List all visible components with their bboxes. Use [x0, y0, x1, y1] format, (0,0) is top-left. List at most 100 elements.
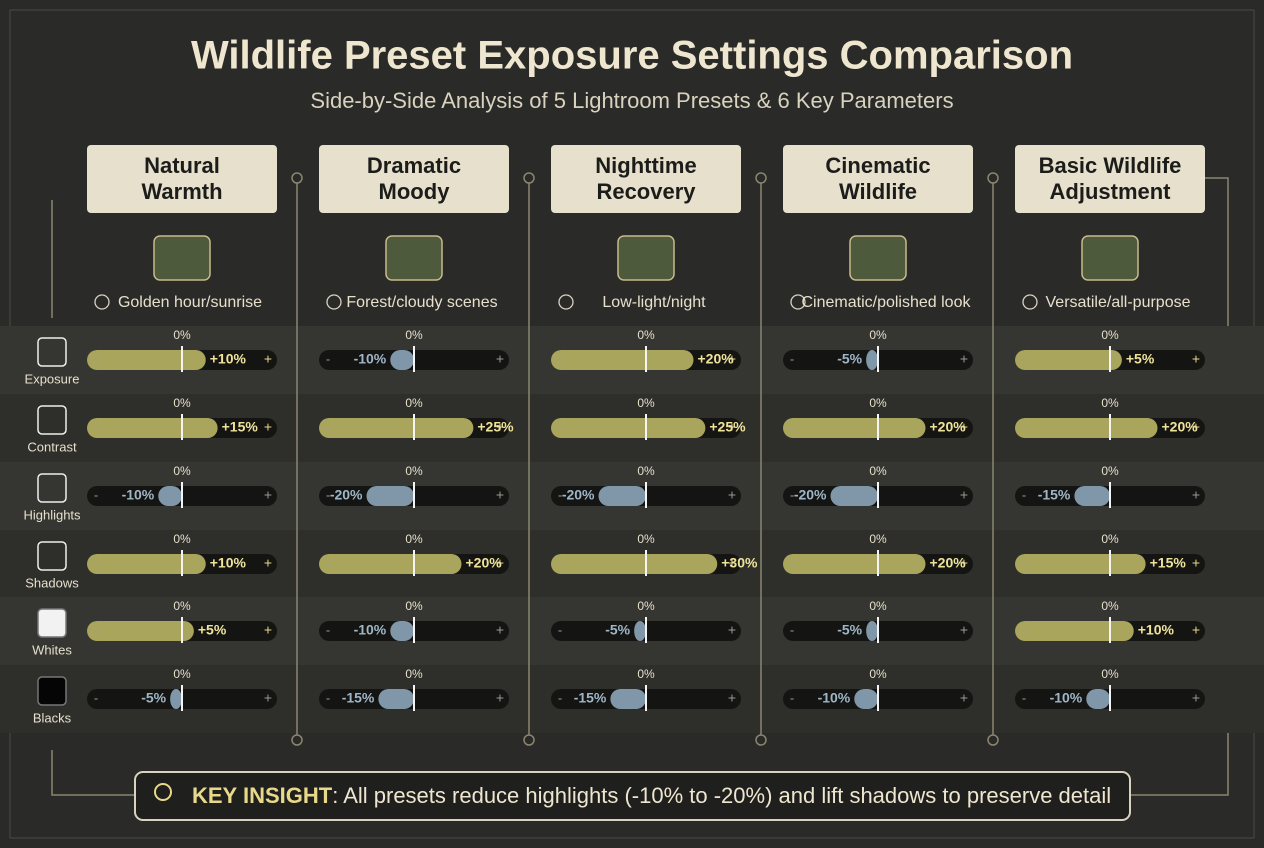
center-label: 0% — [1101, 599, 1119, 613]
title: Wildlife Preset Exposure Settings Compar… — [191, 34, 1073, 78]
divider-node — [987, 172, 999, 184]
scene-icon — [558, 294, 574, 310]
plus-sign: + — [264, 419, 272, 435]
value-label: +20% — [466, 555, 503, 571]
preset-icon — [1081, 235, 1139, 281]
value-label: -10% — [354, 622, 387, 638]
slider-fill — [1015, 350, 1122, 370]
plus-sign: + — [496, 555, 504, 571]
slider-fill — [598, 486, 646, 506]
param-icon — [37, 608, 67, 638]
minus-sign: - — [326, 487, 330, 502]
param-icon — [37, 473, 67, 503]
plus-sign: + — [728, 690, 736, 706]
slider-fill — [1086, 689, 1110, 709]
scene-label: Forest/cloudy scenes — [346, 294, 497, 311]
preset-name: Dramatic — [367, 153, 461, 178]
divider-node — [755, 734, 767, 746]
plus-sign: + — [728, 555, 736, 571]
divider-node — [523, 734, 535, 746]
slider-fill — [87, 418, 218, 438]
plus-sign: + — [496, 351, 504, 367]
value-label: -20% — [794, 487, 827, 503]
slider-fill — [87, 350, 206, 370]
plus-sign: + — [960, 690, 968, 706]
plus-sign: + — [264, 622, 272, 638]
slider-fill — [551, 554, 718, 574]
preset-name: Basic Wildlife — [1039, 153, 1182, 178]
center-label: 0% — [1101, 532, 1119, 546]
center-label: 0% — [637, 464, 655, 478]
minus-sign: - — [1022, 351, 1026, 366]
value-label: -10% — [354, 351, 387, 367]
minus-sign: - — [326, 622, 330, 637]
minus-sign: - — [558, 690, 562, 705]
value-label: +20% — [930, 555, 967, 571]
minus-sign: - — [790, 622, 794, 637]
value-label: -15% — [342, 690, 375, 706]
scene-label: Golden hour/sunrise — [118, 294, 262, 311]
param-label: Shadows — [25, 575, 79, 590]
value-label: +25% — [477, 419, 514, 435]
plus-sign: + — [960, 487, 968, 503]
insight-text: : All presets reduce highlights (-10% to… — [332, 783, 1111, 808]
plus-sign: + — [728, 419, 736, 435]
value-label: +30% — [721, 555, 758, 571]
center-label: 0% — [637, 532, 655, 546]
preset-card — [1015, 145, 1205, 213]
value-label: -20% — [562, 487, 595, 503]
plus-sign: + — [264, 555, 272, 571]
plus-sign: + — [264, 690, 272, 706]
center-label: 0% — [637, 396, 655, 410]
minus-sign: - — [558, 351, 562, 366]
value-label: -5% — [837, 351, 862, 367]
slider-fill — [783, 418, 926, 438]
plus-sign: + — [496, 487, 504, 503]
value-label: +5% — [198, 622, 227, 638]
minus-sign: - — [1022, 487, 1026, 502]
value-label: -20% — [330, 487, 363, 503]
divider-node — [755, 172, 767, 184]
param-label: Whites — [32, 642, 72, 657]
slider-fill — [1015, 554, 1146, 574]
plus-sign: + — [264, 487, 272, 503]
slider-fill — [319, 554, 462, 574]
value-label: -15% — [1038, 487, 1071, 503]
value-label: -5% — [605, 622, 630, 638]
minus-sign: - — [326, 351, 330, 366]
center-label: 0% — [173, 396, 191, 410]
minus-sign: - — [94, 555, 98, 570]
preset-name: Wildlife — [839, 179, 917, 204]
value-label: -10% — [818, 690, 851, 706]
center-label: 0% — [405, 328, 423, 342]
center-label: 0% — [1101, 667, 1119, 681]
preset-card — [783, 145, 973, 213]
plus-sign: + — [1192, 351, 1200, 367]
plus-sign: + — [960, 419, 968, 435]
preset-name: Warmth — [141, 179, 222, 204]
center-label: 0% — [869, 532, 887, 546]
center-label: 0% — [173, 328, 191, 342]
slider-fill — [170, 689, 182, 709]
minus-sign: - — [558, 622, 562, 637]
plus-sign: + — [960, 555, 968, 571]
value-label: +20% — [1162, 419, 1199, 435]
center-label: 0% — [1101, 464, 1119, 478]
scene-icon — [326, 294, 342, 310]
value-label: +20% — [698, 351, 735, 367]
preset-name: Nighttime — [595, 153, 696, 178]
plus-sign: + — [496, 622, 504, 638]
scene-icon — [790, 294, 806, 310]
value-label: +10% — [210, 351, 247, 367]
minus-sign: - — [558, 555, 562, 570]
slider-fill — [158, 486, 182, 506]
minus-sign: - — [790, 419, 794, 434]
slider-fill — [866, 350, 878, 370]
center-label: 0% — [637, 667, 655, 681]
minus-sign: - — [790, 555, 794, 570]
param-icon — [37, 541, 67, 571]
preset-card — [87, 145, 277, 213]
divider-node — [523, 172, 535, 184]
